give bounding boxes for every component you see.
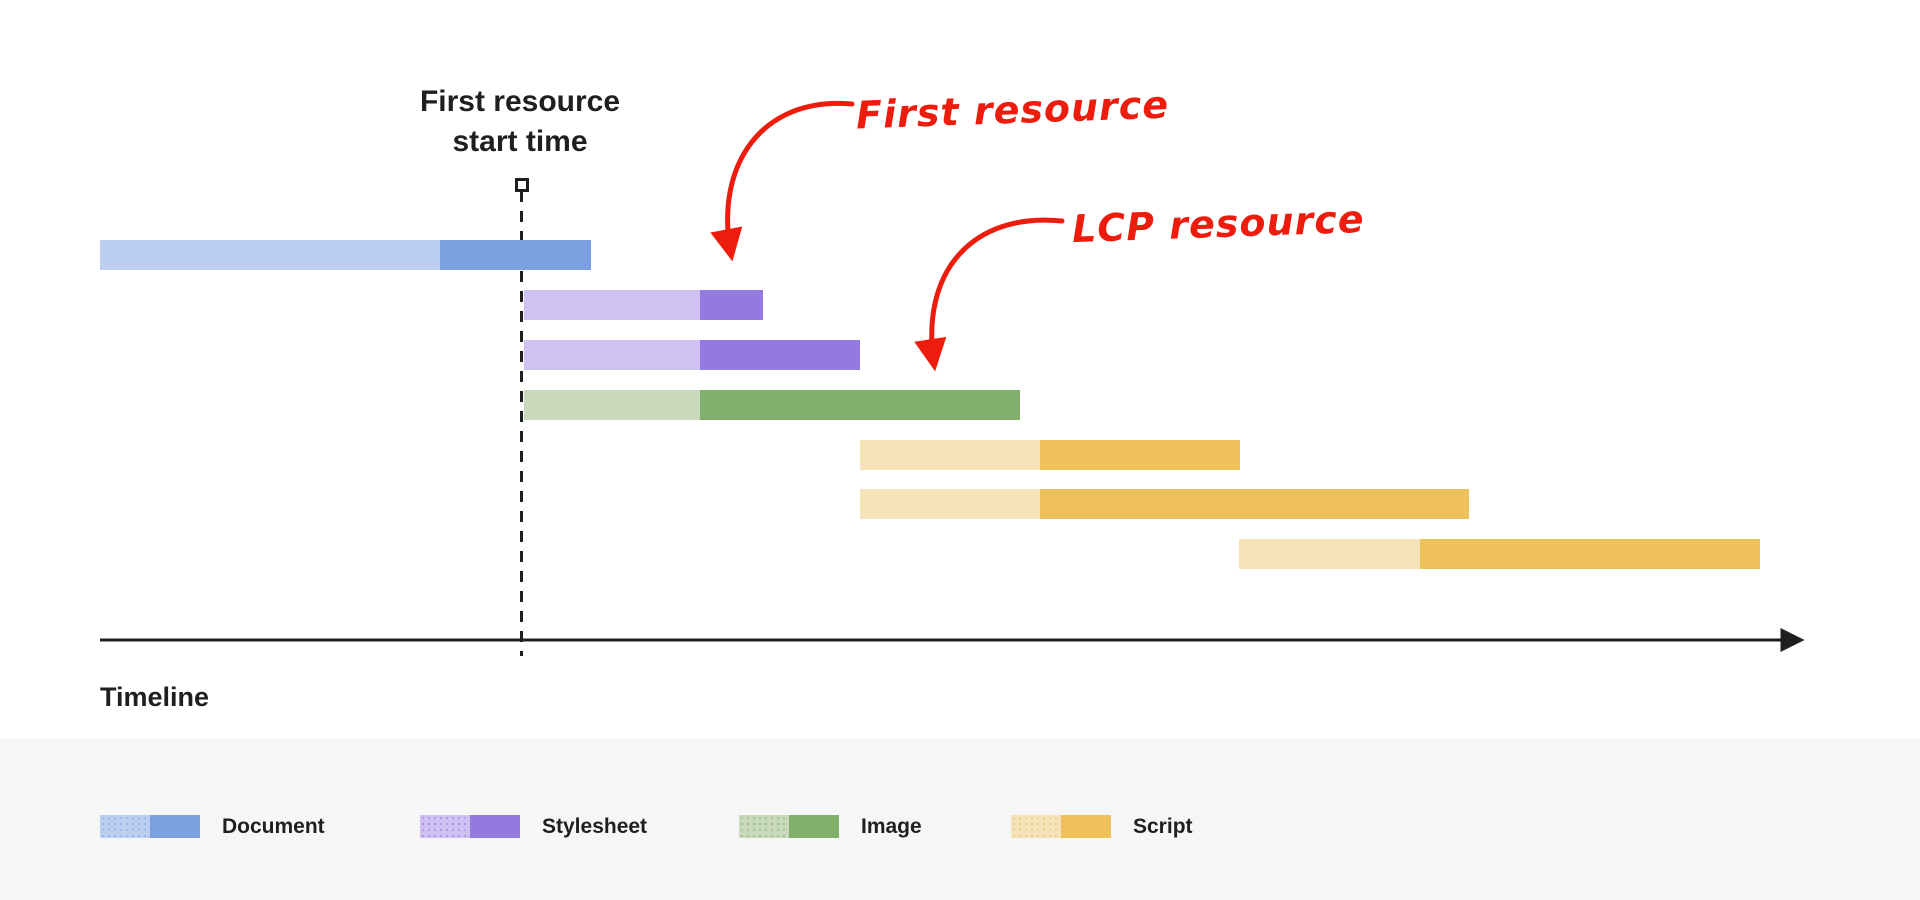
script-bar-row7-queue-segment: [1239, 539, 1420, 569]
first-resource-arrow: [710, 100, 855, 262]
script-bar-row7-load-segment: [1420, 539, 1760, 569]
script-bar-row5-queue-segment: [860, 440, 1040, 470]
stylesheet-swatch-light: [420, 815, 470, 838]
script-swatch-light: [1011, 815, 1061, 838]
image-swatch: [739, 815, 839, 838]
legend-item-image: Image: [739, 815, 922, 838]
legend-band: [0, 738, 1920, 900]
first-resource-start-time-line1: First resource: [419, 85, 621, 118]
first-resource-annotation: First resource: [855, 82, 1170, 138]
lcp-resource-arrow: [914, 217, 1065, 372]
stylesheet-bar-row3-queue-segment: [524, 340, 700, 370]
script-bar-row5-load-segment: [1040, 440, 1240, 470]
script-bar-row6-queue-segment: [860, 489, 1040, 519]
script-swatch-dark: [1061, 815, 1111, 838]
lcp-resource-annotation: LCP resource: [1071, 196, 1366, 252]
legend-label-document: Document: [222, 814, 325, 838]
legend-label-script: Script: [1133, 814, 1193, 838]
script-bar-row6-load-segment: [1040, 489, 1469, 519]
legend-label-stylesheet: Stylesheet: [542, 814, 648, 838]
legend-item-script: Script: [1011, 815, 1193, 838]
stylesheet-bar-row2-queue-segment: [524, 290, 700, 320]
legend-item-stylesheet: Stylesheet: [420, 815, 647, 838]
image-swatch-light: [739, 815, 789, 838]
first-resource-start-time-line2: start time: [452, 125, 588, 158]
document-swatch-light: [100, 815, 150, 838]
document-swatch-dark: [150, 815, 200, 838]
stylesheet-swatch-dark: [470, 815, 520, 838]
legend-label-image: Image: [861, 814, 922, 838]
stylesheet-bar-row3-load-segment: [700, 340, 860, 370]
stylesheet-swatch: [420, 815, 520, 838]
script-swatch: [1011, 815, 1111, 838]
document-bar-row1-queue-segment: [100, 240, 440, 270]
legend-item-document: Document: [100, 815, 325, 838]
image-bar-row4-queue-segment: [524, 390, 700, 420]
first-resource-start-time-label: First resource start time: [320, 82, 720, 162]
timeline-axis-label: Timeline: [100, 682, 210, 712]
image-bar-row4-load-segment: [700, 390, 1020, 420]
document-bar-row1-load-segment: [440, 240, 591, 270]
start-line-pin-marker: [515, 178, 529, 192]
stylesheet-bar-row2-load-segment: [700, 290, 763, 320]
image-swatch-dark: [789, 815, 839, 838]
document-swatch: [100, 815, 200, 838]
